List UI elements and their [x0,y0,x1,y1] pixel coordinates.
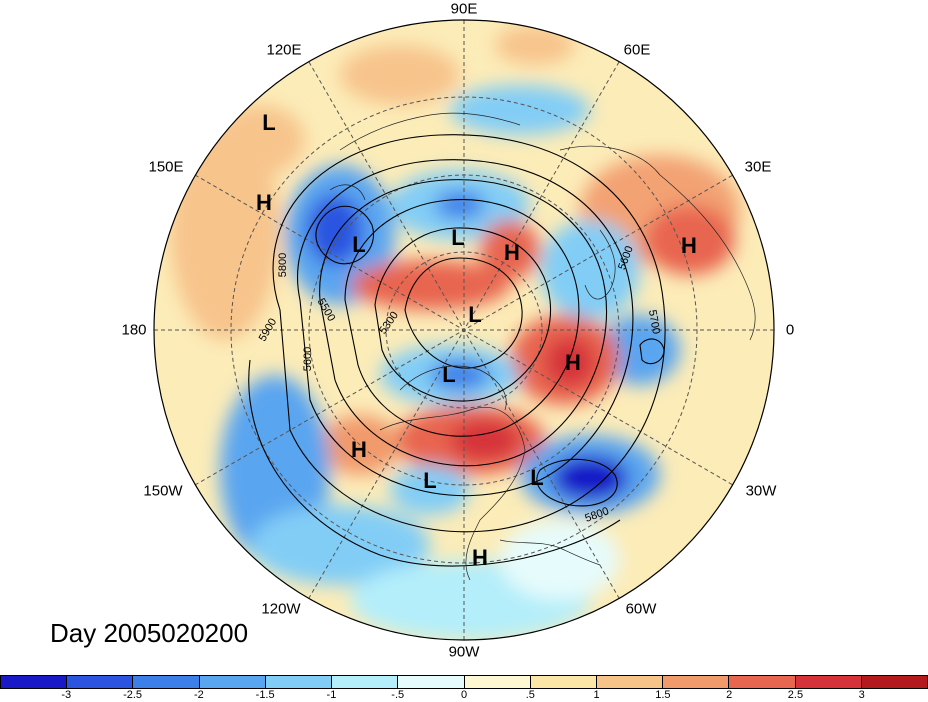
colorbar-segment [133,676,200,688]
colorbar-segment [332,676,399,688]
colorbar-segment [530,676,597,688]
lon-label-180: 180 [121,321,147,339]
low-center-marker: L [352,232,366,257]
colorbar-tick-label: -3 [61,689,72,701]
colorbar-tick-label: -1.5 [255,689,275,701]
colorbar-segment [861,676,928,688]
low-center-marker: L [423,468,437,493]
colorbar-segment [663,676,730,688]
coastlines [329,112,756,581]
lon-label-120w: 120W [261,600,301,618]
colorbar-segment [729,676,796,688]
colorbar-segment [464,676,531,688]
colorbar-tick-label: 1 [593,689,600,701]
graticule [154,20,774,640]
map-title: Day 2005020200 [50,618,249,648]
anomaly-field [154,20,774,640]
low-center-marker: L [468,302,482,327]
lon-label-60e: 60E [623,41,651,59]
colorbar-tick-label: -1 [326,689,337,701]
high-center-marker: H [565,350,581,375]
height-contours [248,134,666,567]
colorbar-segment [596,676,664,688]
high-center-marker: H [256,190,272,215]
colorbar-tick-label: -.5 [391,689,405,701]
contour-label: 5800 [277,252,289,278]
contour-label: 5600 [302,346,314,372]
colorbar-tick-label: 1.5 [655,689,671,701]
high-center-marker: H [504,240,520,265]
colorbar [0,675,928,689]
low-center-marker: L [442,362,456,387]
colorbar-tick-label: 0 [460,689,468,701]
colorbar-tick-label: 2.5 [787,689,804,701]
lon-label-120e: 120E [266,41,302,59]
map-border [153,19,775,641]
high-center-marker: H [472,545,488,570]
lon-label-60w: 60W [625,600,657,618]
high-center-marker: H [351,437,367,462]
lon-label-0: 0 [785,321,795,339]
high-center-marker: H [681,233,697,258]
lon-label-90w: 90W [448,643,480,661]
lon-label-90e: 90E [450,0,478,18]
colorbar-segment [1,676,68,688]
lon-label-150e: 150E [148,158,184,176]
colorbar-tick-label: -2.5 [123,689,143,701]
lon-label-150w: 150W [143,482,183,500]
colorbar-tick-label: 2 [726,689,733,701]
colorbar-tick-label: -2 [193,689,204,701]
colorbar-segment [795,676,862,688]
colorbar-segment [67,676,134,688]
lon-label-30e: 30E [744,158,772,176]
colorbar-tick-label: .5 [525,689,535,701]
low-center-marker: L [530,465,544,490]
colorbar-segment [398,676,465,688]
low-center-marker: L [262,110,276,135]
lon-label-30w: 30W [745,482,777,500]
colorbar-tick-label: 3 [858,689,865,701]
colorbar-segment [199,676,266,688]
low-center-marker: L [451,225,465,250]
colorbar-segment [265,676,333,688]
